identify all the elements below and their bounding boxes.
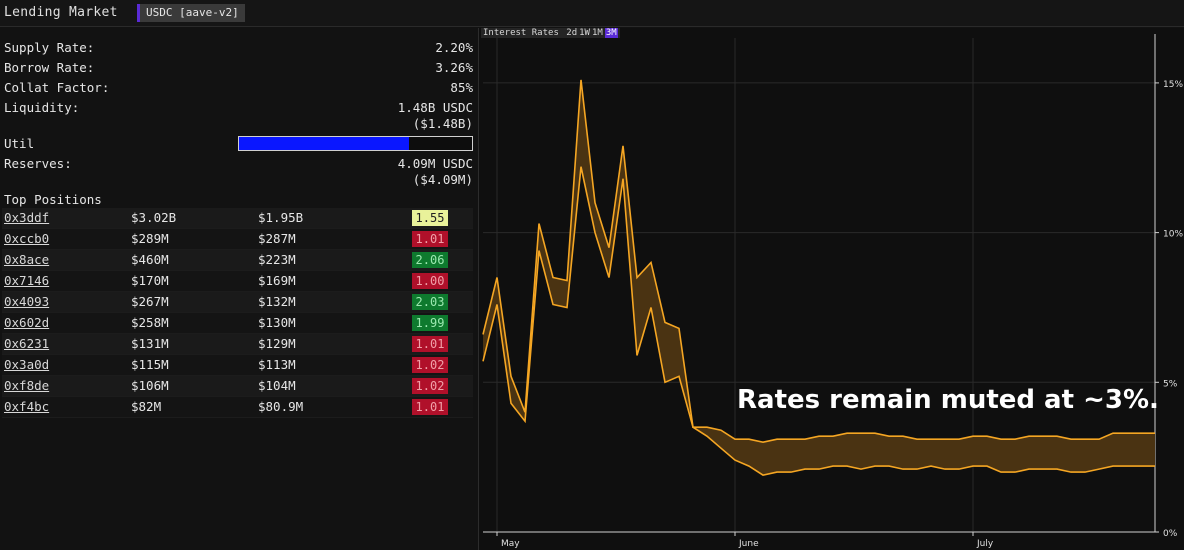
table-row: 0xf8de $106M $104M 1.02 xyxy=(2,376,473,397)
chart-annotation: Rates remain muted at ~3%. xyxy=(737,385,1159,415)
position-borrow: $1.95B xyxy=(258,210,304,225)
collat-factor-value: 85% xyxy=(450,80,473,95)
timeframe-1w-button[interactable]: 1W xyxy=(579,28,590,38)
market-stats-panel: Supply Rate: 2.20% Borrow Rate: 3.26% Co… xyxy=(0,28,478,550)
rate-band-area xyxy=(483,79,1155,476)
supply-rate-row: Supply Rate: 2.20% xyxy=(4,40,473,56)
position-address-link[interactable]: 0xccb0 xyxy=(4,231,50,246)
position-borrow: $169M xyxy=(258,273,296,288)
timeframe-selector: 2d 1W 1M 3M xyxy=(564,28,618,38)
liquidity-label: Liquidity: xyxy=(4,100,80,115)
health-factor-badge: 1.99 xyxy=(412,315,448,331)
y-tick-label: 15% xyxy=(1163,80,1183,90)
table-row: 0x7146 $170M $169M 1.00 xyxy=(2,271,473,292)
position-supply: $82M xyxy=(131,399,162,414)
chart-canvas: 0% 5% 10% 15% May June July xyxy=(482,34,1183,549)
reserves-usd: ($4.09M) xyxy=(412,172,473,187)
position-borrow: $287M xyxy=(258,231,296,246)
health-factor-badge: 2.03 xyxy=(412,294,448,310)
reserves-row: Reserves: 4.09M USDC ($4.09M) xyxy=(4,156,473,187)
timeframe-3m-button[interactable]: 3M xyxy=(604,28,618,38)
top-bar: Lending Market USDC [aave-v2] xyxy=(0,0,1184,27)
table-row: 0x4093 $267M $132M 2.03 xyxy=(2,292,473,313)
position-supply: $106M xyxy=(131,378,169,393)
liquidity-row: Liquidity: 1.48B USDC ($1.48B) xyxy=(4,100,473,131)
table-row: 0xccb0 $289M $287M 1.01 xyxy=(2,229,473,250)
position-supply: $115M xyxy=(131,357,169,372)
supply-rate-value: 2.20% xyxy=(435,40,473,55)
liquidity-value: 1.48B USDC xyxy=(397,100,473,115)
table-row: 0x602d $258M $130M 1.99 xyxy=(2,313,473,334)
position-borrow: $104M xyxy=(258,378,296,393)
x-tick-label: June xyxy=(738,539,759,549)
util-label: Util xyxy=(4,136,35,151)
top-positions-title: Top Positions xyxy=(4,192,102,207)
health-factor-badge: 1.02 xyxy=(412,378,448,394)
health-factor-badge: 1.02 xyxy=(412,357,448,373)
position-supply: $170M xyxy=(131,273,169,288)
position-borrow: $223M xyxy=(258,252,296,267)
x-tick-label: July xyxy=(976,539,994,549)
position-supply: $131M xyxy=(131,336,169,351)
borrow-rate-row: Borrow Rate: 3.26% xyxy=(4,60,473,76)
interest-rates-chart: 0% 5% 10% 15% May June July Interest Rates 2d 1… xyxy=(478,28,1184,550)
health-factor-badge: 1.55 xyxy=(412,210,448,226)
util-bar-fill xyxy=(239,137,410,150)
collat-factor-row: Collat Factor: 85% xyxy=(4,80,473,96)
borrow-rate-line xyxy=(482,79,1155,444)
borrow-rate-label: Borrow Rate: xyxy=(4,60,95,75)
timeframe-2d-button[interactable]: 2d xyxy=(566,28,578,38)
position-supply: $267M xyxy=(131,294,169,309)
position-address-link[interactable]: 0xf8de xyxy=(4,378,50,393)
table-row: 0x6231 $131M $129M 1.01 xyxy=(2,334,473,355)
position-borrow: $132M xyxy=(258,294,296,309)
position-address-link[interactable]: 0xf4bc xyxy=(4,399,50,414)
position-address-link[interactable]: 0x3ddf xyxy=(4,210,50,225)
util-row: Util xyxy=(4,136,473,152)
liquidity-usd: ($1.48B) xyxy=(412,116,473,131)
position-address-link[interactable]: 0x6231 xyxy=(4,336,50,351)
reserves-label: Reserves: xyxy=(4,156,72,171)
supply-rate-label: Supply Rate: xyxy=(4,40,95,55)
y-tick-label: 10% xyxy=(1163,230,1183,240)
position-address-link[interactable]: 0x602d xyxy=(4,315,50,330)
position-supply: $460M xyxy=(131,252,169,267)
timeframe-1m-button[interactable]: 1M xyxy=(591,28,603,38)
position-borrow: $113M xyxy=(258,357,296,372)
position-borrow: $129M xyxy=(258,336,296,351)
util-bar xyxy=(238,136,473,151)
health-factor-badge: 2.06 xyxy=(412,252,448,268)
table-row: 0x8ace $460M $223M 2.06 xyxy=(2,250,473,271)
health-factor-badge: 1.01 xyxy=(412,336,448,352)
position-supply: $258M xyxy=(131,315,169,330)
position-address-link[interactable]: 0x8ace xyxy=(4,252,50,267)
health-factor-badge: 1.01 xyxy=(412,399,448,415)
health-factor-badge: 1.00 xyxy=(412,273,448,289)
borrow-rate-value: 3.26% xyxy=(435,60,473,75)
chart-title: Interest Rates xyxy=(483,28,559,38)
x-tick-label: May xyxy=(501,539,520,549)
position-borrow: $80.9M xyxy=(258,399,304,414)
app-title: Lending Market xyxy=(4,5,118,20)
reserves-value: 4.09M USDC xyxy=(397,156,473,171)
supply-rate-line xyxy=(482,166,1155,476)
market-selector[interactable]: USDC [aave-v2] xyxy=(137,4,245,22)
health-factor-badge: 1.01 xyxy=(412,231,448,247)
y-tick-label: 0% xyxy=(1163,529,1178,539)
collat-factor-label: Collat Factor: xyxy=(4,80,110,95)
position-supply: $289M xyxy=(131,231,169,246)
chart-header: Interest Rates 2d 1W 1M 3M xyxy=(481,28,620,38)
table-row: 0x3a0d $115M $113M 1.02 xyxy=(2,355,473,376)
table-row: 0xf4bc $82M $80.9M 1.01 xyxy=(2,397,473,418)
table-row: 0x3ddf $3.02B $1.95B 1.55 xyxy=(2,208,473,229)
position-borrow: $130M xyxy=(258,315,296,330)
top-positions-table: 0x3ddf $3.02B $1.95B 1.55 0xccb0 $289M $287M 1.… xyxy=(2,208,473,418)
position-address-link[interactable]: 0x3a0d xyxy=(4,357,50,372)
position-address-link[interactable]: 0x7146 xyxy=(4,273,50,288)
position-address-link[interactable]: 0x4093 xyxy=(4,294,50,309)
y-tick-label: 5% xyxy=(1163,379,1178,389)
position-supply: $3.02B xyxy=(131,210,177,225)
